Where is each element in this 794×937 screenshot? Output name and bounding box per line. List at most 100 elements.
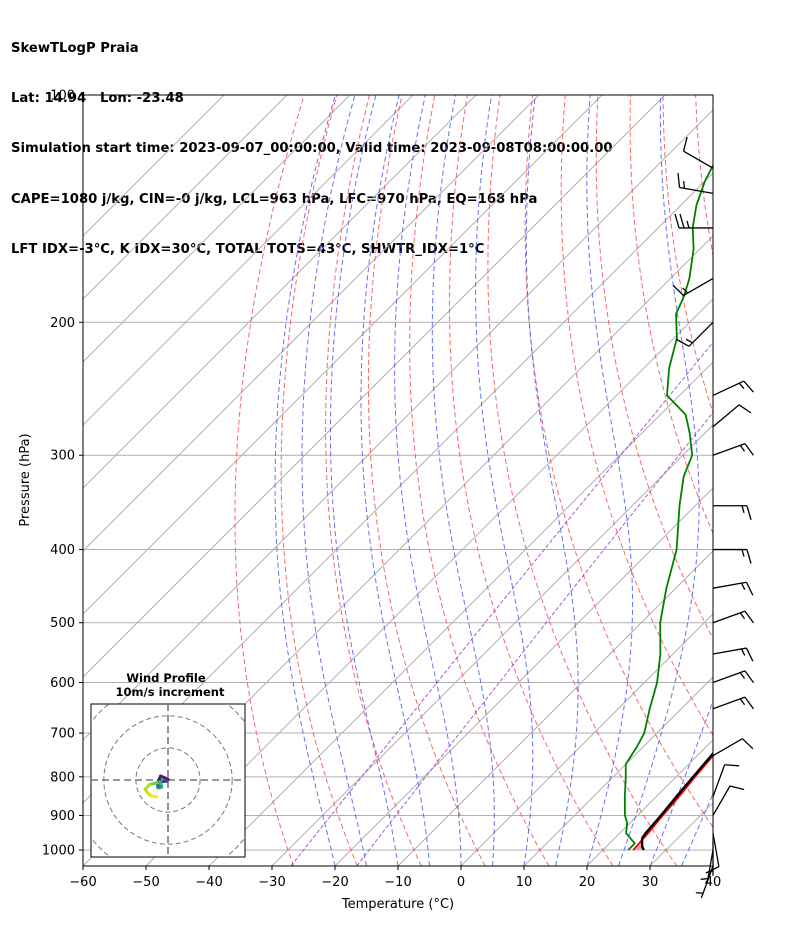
y-tick-label: 400: [50, 543, 75, 558]
title-line-stability-indices: LFT IDX=-3°C, K IDX=30°C, TOTAL TOTS=43°…: [11, 242, 485, 258]
x-tick-label: 20: [579, 875, 596, 890]
isotherm-line: [83, 95, 288, 300]
wind-barb: [675, 321, 714, 347]
barb-full: [745, 581, 754, 596]
dry-adiabat: [662, 95, 713, 415]
barb-full: [738, 404, 752, 414]
reference-lines: [83, 95, 794, 866]
isotherm-line: [397, 550, 713, 866]
y-axis-label: Pressure (hPa): [18, 433, 33, 526]
wind-barb: [712, 764, 740, 797]
barb-staff: [712, 404, 740, 428]
x-tick-label: −40: [195, 875, 222, 890]
dry-adiabat: [524, 95, 713, 829]
wind-barb: [712, 404, 752, 428]
barb-half: [738, 382, 745, 390]
title-line-station: SkewTLogP Praia: [11, 40, 139, 56]
wind-barb: [674, 213, 713, 229]
wind-barb: [712, 442, 755, 456]
barb-staff: [712, 785, 731, 816]
isotherm-line: [83, 95, 414, 426]
wind-barb: [712, 696, 755, 710]
barb-full: [729, 785, 745, 791]
barb-half: [741, 505, 745, 513]
barb-staff: [712, 442, 746, 456]
barb-half: [739, 444, 746, 452]
moist-adiabat: [475, 95, 534, 866]
wind-barb: [712, 380, 754, 397]
dry-adiabat: [280, 95, 358, 866]
dry-adiabat: [487, 95, 678, 866]
dry-adiabat: [448, 95, 614, 866]
barb-staff: [683, 277, 714, 297]
x-tick-label: 30: [642, 875, 659, 890]
wind-barb: [712, 738, 754, 757]
barb-half: [739, 698, 746, 706]
hodograph-title: Wind Profile: [126, 671, 206, 685]
barb-full: [744, 443, 755, 456]
barb-full: [677, 172, 681, 188]
x-tick-label: −50: [132, 875, 159, 890]
barb-full: [724, 764, 740, 767]
isotherm-line: [145, 298, 713, 866]
isotherm-line: [334, 487, 713, 866]
barb-staff: [712, 764, 726, 797]
wind-barb: [712, 670, 755, 684]
dry-adiabat: [728, 95, 794, 866]
barb-half: [739, 672, 746, 679]
isotherm-line: [83, 95, 603, 615]
dry-adiabat: [560, 95, 713, 737]
moist-adiabat: [618, 95, 700, 866]
y-tick-label: 800: [50, 770, 75, 785]
barb-full: [672, 284, 685, 296]
barb-staff: [712, 647, 747, 655]
dry-adiabat: [695, 95, 713, 258]
barb-staff: [712, 581, 747, 589]
isotherm-line: [83, 95, 477, 489]
moist-adiabat: [431, 95, 495, 866]
chart-header: SkewTLogP Praia Lat: 14.94 Lon: -23.48 S…: [11, 7, 613, 276]
isotherm-line: [83, 95, 540, 552]
barb-full: [744, 610, 755, 624]
mixing-ratio-line: [290, 341, 713, 866]
hodograph-subtitle: 10m/s increment: [116, 685, 225, 699]
x-tick-label: −10: [384, 875, 411, 890]
barb-full: [682, 136, 688, 152]
moist-adiabat: [681, 792, 713, 866]
barb-full: [746, 549, 752, 564]
barb-half: [686, 220, 690, 229]
dewpoint-line: [623, 163, 713, 851]
moist-adiabat: [360, 95, 430, 866]
isotherm-line: [523, 676, 713, 866]
barb-staff: [683, 150, 714, 169]
barb-half: [682, 287, 689, 294]
wind-barb: [713, 548, 752, 564]
dry-adiabat: [409, 95, 550, 866]
wind-barb: [700, 849, 714, 884]
y-tick-label: 700: [50, 727, 75, 742]
barb-full: [675, 338, 690, 347]
wind-barb: [682, 136, 714, 169]
barb-staff: [712, 610, 746, 624]
moist-adiabat: [301, 95, 367, 866]
y-tick-label: 200: [50, 316, 75, 331]
wind-barb: [712, 785, 745, 816]
moist-adiabat: [394, 95, 462, 866]
barb-staff: [712, 833, 720, 867]
barb-full: [743, 380, 754, 393]
x-tick-label: 0: [457, 875, 465, 890]
y-tick-label: 100: [50, 89, 75, 104]
wind-barb: [712, 581, 754, 596]
barb-staff: [712, 696, 746, 710]
wind-barb: [672, 277, 714, 297]
title-line-times: Simulation start time: 2023-09-07_00:00:…: [11, 141, 613, 157]
barb-full: [679, 213, 685, 229]
isotherm-line: [586, 739, 713, 866]
x-axis-label: Temperature (°C): [341, 897, 454, 912]
moist-adiabat: [330, 95, 399, 866]
barb-full: [674, 213, 680, 229]
barb-full: [746, 505, 752, 520]
y-axis-ticks: 1000 900 800 700 600 500 400 300 200 100: [42, 89, 83, 859]
temperature-line: [632, 754, 713, 851]
title-line-cape-indices: CAPE=1080 j/kg, CIN=-0 j/kg, LCL=963 hPa…: [11, 191, 538, 207]
